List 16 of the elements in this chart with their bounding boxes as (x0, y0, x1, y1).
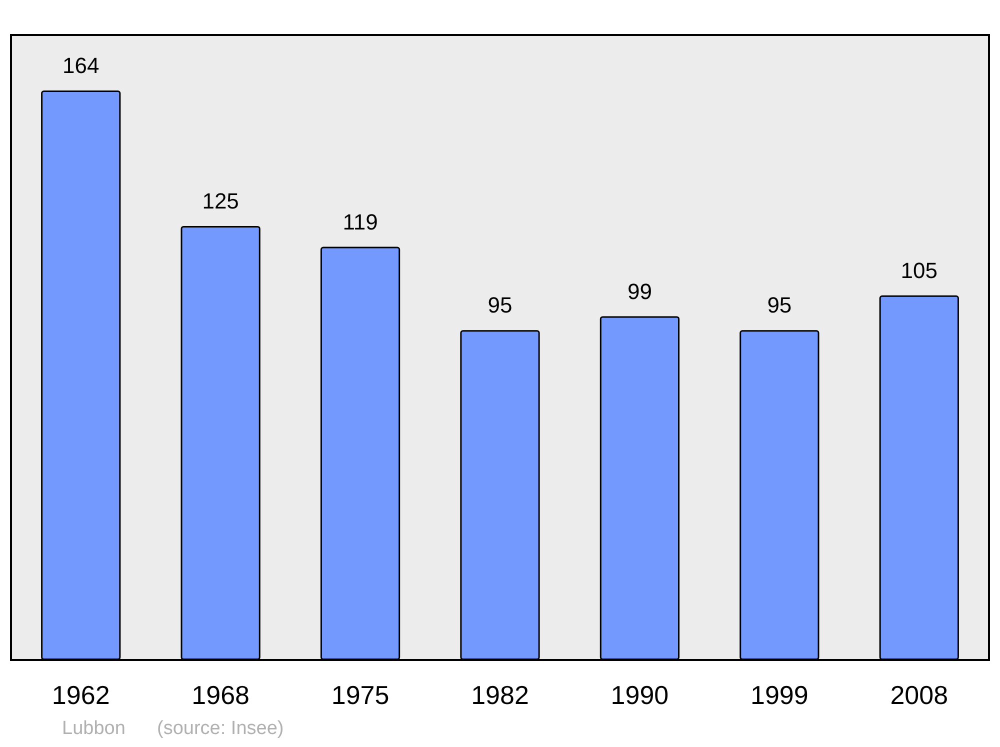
data-label: 99 (627, 278, 652, 304)
x-tick-label: 1982 (471, 680, 529, 710)
x-tick-label: 1962 (52, 680, 110, 710)
data-label: 125 (202, 188, 239, 214)
text: (source: Insee) (157, 718, 284, 740)
x-tick-label: 1999 (750, 680, 808, 710)
x-tick-label: 1975 (331, 680, 390, 710)
x-tick-label: 2008 (890, 680, 948, 710)
data-label: 119 (342, 209, 378, 234)
data-label: 95 (488, 292, 512, 318)
x-tick-label: 1990 (610, 680, 669, 710)
data-label: 164 (62, 53, 100, 78)
data-label: 95 (767, 292, 792, 318)
x-tick-label: 1968 (192, 680, 250, 710)
text: Lubbon (62, 718, 126, 740)
data-label: 105 (900, 258, 938, 283)
